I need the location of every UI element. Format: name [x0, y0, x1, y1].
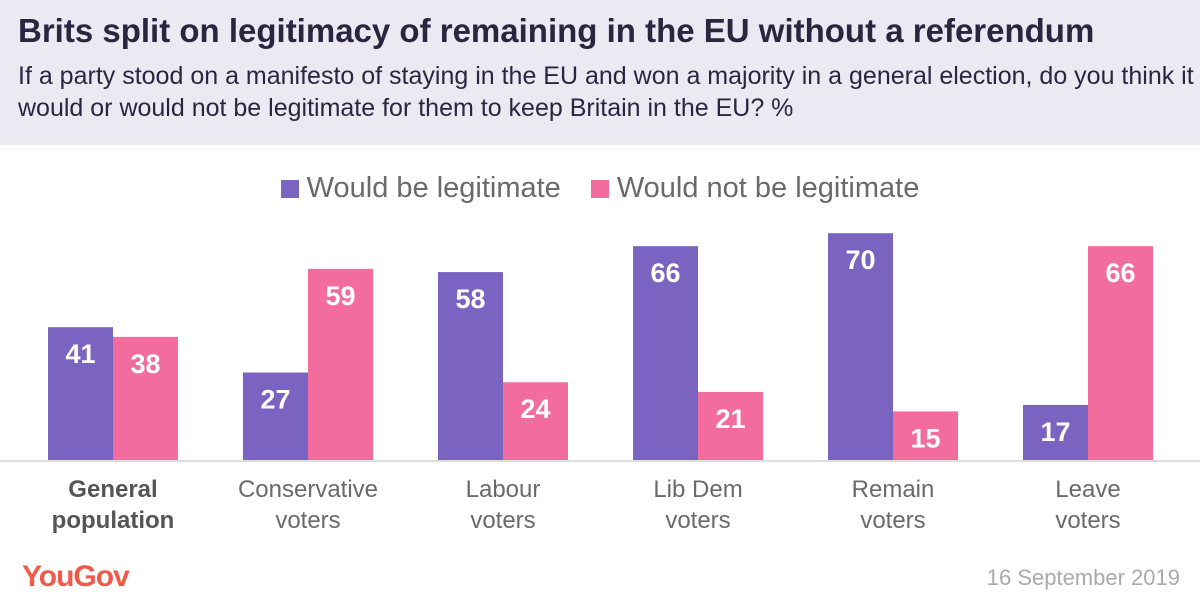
legend-item-legitimate: Would be legitimate: [280, 172, 561, 205]
header-band: Brits split on legitimacy of remaining i…: [0, 0, 1200, 145]
data-label: 24: [520, 394, 550, 424]
category-label: voters: [470, 507, 535, 534]
data-label: 15: [910, 423, 940, 453]
bar: [243, 372, 308, 460]
bar: [633, 246, 698, 460]
category-label: voters: [665, 507, 730, 534]
legend: Would be legitimate Would not be legitim…: [0, 172, 1200, 205]
category-label: Labour: [466, 476, 541, 503]
category-label: population: [52, 507, 175, 534]
data-label: 21: [715, 404, 745, 434]
bar-chart: 41 38 General population 27 59 Conservative vot…: [0, 233, 1200, 534]
category-label: Remain: [852, 476, 935, 503]
legend-label: Would be legitimate: [306, 172, 561, 204]
category-label: voters: [275, 507, 340, 534]
data-label: 27: [260, 385, 290, 415]
data-label: 58: [455, 284, 485, 314]
bar: [828, 233, 893, 460]
data-label: 66: [1105, 258, 1135, 288]
legend-item-not-legitimate: Would not be legitimate: [590, 172, 920, 205]
bar: [503, 382, 568, 460]
legend-swatch: [590, 179, 609, 198]
chart-title: Brits split on legitimacy of remaining i…: [18, 12, 1095, 49]
category-label: voters: [860, 507, 925, 534]
category-label: Lib Dem: [653, 476, 742, 503]
category-label: Leave: [1055, 476, 1120, 503]
data-label: 70: [845, 245, 875, 275]
data-label: 59: [325, 281, 355, 311]
category-label: General: [68, 476, 157, 503]
date-label: 16 September 2019: [986, 565, 1180, 590]
bar: [48, 327, 113, 460]
data-label: 17: [1040, 417, 1070, 447]
data-label: 38: [130, 349, 160, 379]
yougov-logo: YouGov: [22, 560, 130, 593]
chart-subtitle: If a party stood on a manifesto of stayi…: [18, 62, 1194, 122]
category-label: voters: [1055, 507, 1120, 534]
bar: [1023, 404, 1088, 460]
bar: [698, 391, 763, 460]
bar: [308, 268, 373, 460]
legend-swatch: [280, 179, 299, 198]
data-label: 41: [65, 339, 95, 369]
bar: [893, 411, 958, 460]
bar: [113, 336, 178, 460]
legend-label: Would not be legitimate: [616, 172, 920, 204]
bar: [438, 272, 503, 460]
data-label: 66: [650, 258, 680, 288]
bar: [1088, 246, 1153, 460]
category-label: Conservative: [238, 476, 378, 503]
